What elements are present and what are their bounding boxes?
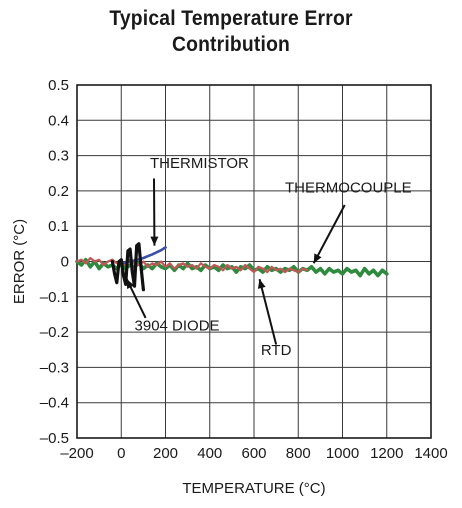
y-tick-labels: 0.5 0.4 0.3 0.2 0.1 0 –0.1 –0.2 –0.3 –0.4 –0.5 <box>40 77 69 447</box>
series-line-3 <box>110 242 145 292</box>
series-line-1 <box>75 256 309 274</box>
annotation-label-0: THERMISTOR <box>150 155 249 172</box>
x-tick-labels: –200 0 200 400 600 800 1000 1200 1400 <box>60 445 447 462</box>
series-group <box>75 242 389 292</box>
y-tick-label-7: –0.2 <box>40 324 69 341</box>
x-tick-label-6: 1000 <box>326 445 359 462</box>
y-tick-label-8: –0.3 <box>40 359 69 376</box>
x-tick-label-5: 800 <box>286 445 311 462</box>
x-tick-label-7: 1200 <box>370 445 403 462</box>
y-tick-label-4: 0.1 <box>48 218 69 235</box>
y-tick-label-9: –0.4 <box>40 395 69 412</box>
x-tick-label-1: 0 <box>117 445 125 462</box>
annotation-arrow-line-3 <box>258 278 278 345</box>
chart-title-line-2: Contribution <box>171 33 291 56</box>
x-tick-label-2: 200 <box>153 445 178 462</box>
annotations: THERMISTOR THERMOCOUPLE 3904 DIODE RTD <box>125 155 412 359</box>
annotation-arrow-head-2 <box>126 279 135 289</box>
chart-title: Typical Temperature Error Contribution <box>18 6 443 58</box>
y-tick-label-5: 0 <box>61 254 69 271</box>
annotation-arrow-head-3 <box>257 279 266 289</box>
y-tick-label-3: 0.2 <box>48 183 69 200</box>
y-tick-label-2: 0.3 <box>48 148 69 165</box>
annotation-arrow-head-0 <box>150 236 159 246</box>
x-tick-label-0: –200 <box>60 445 93 462</box>
annotation-arrow-head-1 <box>313 253 322 264</box>
y-tick-label-10: –0.5 <box>40 430 69 447</box>
annotation-label-1: THERMOCOUPLE <box>285 180 412 197</box>
annotation-arrow-line-1 <box>312 204 346 264</box>
x-tick-label-4: 600 <box>241 445 266 462</box>
annotation-label-3: RTD <box>261 342 292 359</box>
series-line-0 <box>75 257 389 278</box>
y-tick-label-6: –0.1 <box>40 289 69 306</box>
y-tick-label-0: 0.5 <box>48 77 69 94</box>
chart-title-line-1: Typical Temperature Error <box>109 7 353 30</box>
x-tick-label-8: 1400 <box>414 445 447 462</box>
y-tick-label-1: 0.4 <box>48 112 69 129</box>
x-axis-label: TEMPERATURE (°C) <box>182 480 325 497</box>
x-tick-label-3: 400 <box>197 445 222 462</box>
y-axis-label: ERROR (°C) <box>11 219 28 304</box>
annotation-label-2: 3904 DIODE <box>135 317 220 334</box>
